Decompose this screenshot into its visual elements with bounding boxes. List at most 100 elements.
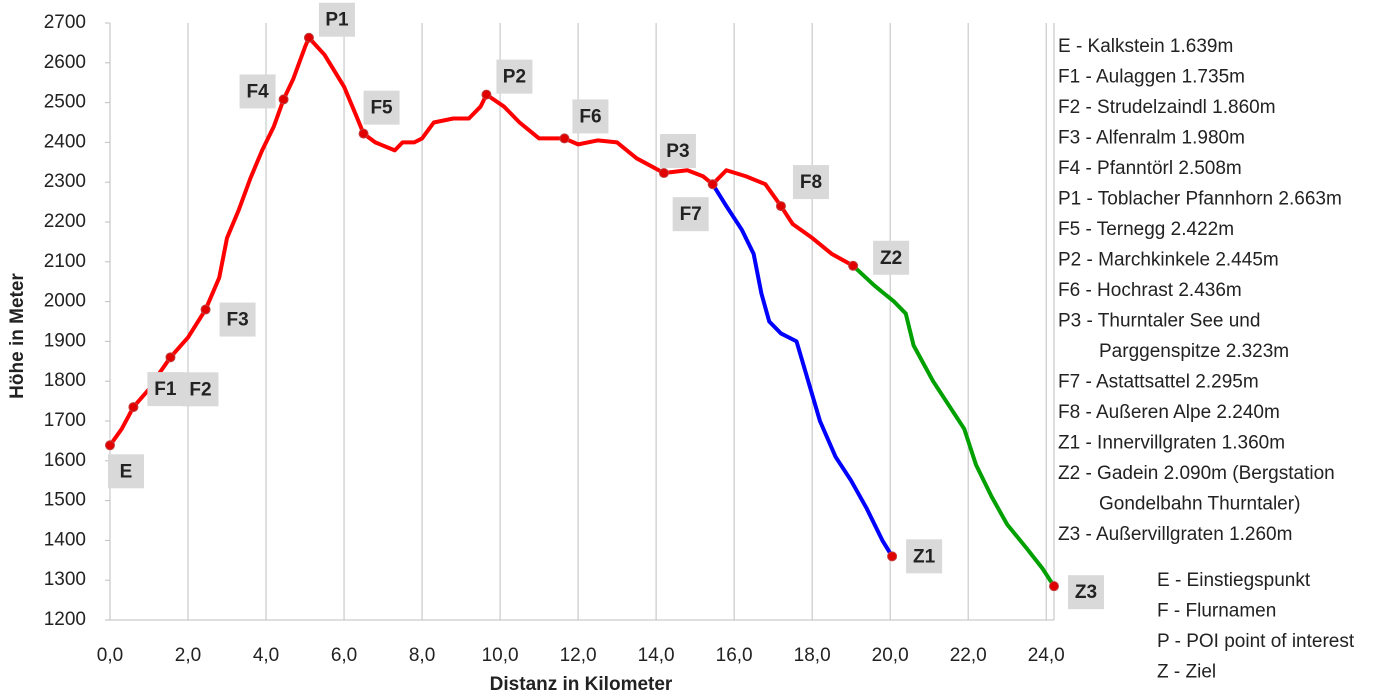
waypoint-label: Z1 bbox=[913, 546, 936, 567]
waypoint-label-bg bbox=[659, 134, 696, 169]
waypoint-label-bg bbox=[363, 90, 400, 125]
key-entry: E - Einstiegspunkt bbox=[1157, 570, 1311, 591]
waypoint-marker bbox=[848, 260, 859, 271]
y-axis-title: Höhe in Meter bbox=[7, 273, 28, 399]
x-tick-label: 2,0 bbox=[175, 645, 201, 666]
waypoint-marker bbox=[887, 551, 898, 562]
key-entry: Z - Ziel bbox=[1157, 662, 1216, 683]
waypoint-marker bbox=[128, 402, 139, 413]
point-legend-entry: F4 - Pfanntörl 2.508m bbox=[1058, 158, 1242, 179]
point-legend-entry: F7 - Astattsattel 2.295m bbox=[1058, 372, 1259, 393]
waypoint-marker bbox=[775, 201, 786, 212]
y-tick-label: 2500 bbox=[44, 92, 86, 113]
waypoint-label-bg bbox=[147, 372, 184, 407]
waypoint-marker bbox=[105, 440, 115, 451]
waypoint-label: F1 bbox=[154, 379, 177, 400]
waypoint-label-bg bbox=[572, 99, 609, 134]
y-tick-label: 2600 bbox=[44, 52, 86, 73]
waypoint-label: Z3 bbox=[1075, 582, 1097, 603]
waypoint-label-bg bbox=[792, 165, 829, 200]
y-tick-label: 1500 bbox=[44, 490, 86, 511]
route-line bbox=[710, 183, 894, 558]
waypoint-label-bg bbox=[906, 539, 943, 574]
y-tick-label: 1200 bbox=[44, 609, 86, 630]
x-tick-label: 4,0 bbox=[253, 645, 279, 666]
point-legend-entry: Gondelbahn Thurntaler) bbox=[1099, 494, 1300, 515]
waypoint-marker bbox=[200, 304, 211, 315]
key-entry: F - Flurnamen bbox=[1157, 601, 1276, 622]
waypoint-label: P2 bbox=[503, 67, 526, 88]
key-entry: P - POI point of interest bbox=[1157, 631, 1355, 652]
waypoint-marker bbox=[165, 352, 176, 363]
waypoint-label: Z2 bbox=[880, 248, 902, 269]
point-legend-entry: P2 - Marchkinkele 2.445m bbox=[1058, 250, 1279, 271]
x-tick-label: 22,0 bbox=[950, 645, 987, 666]
point-legend-entry: Parggenspitze 2.323m bbox=[1099, 341, 1289, 362]
waypoint-marker bbox=[658, 168, 669, 179]
waypoint-marker bbox=[303, 32, 314, 43]
waypoint-label: F3 bbox=[226, 310, 248, 331]
x-tick-label: 0,0 bbox=[97, 645, 123, 666]
point-legend-entry: F2 - Strudelzaindl 1.860m bbox=[1058, 97, 1276, 118]
point-legend-entry: P1 - Toblacher Pfannhorn 2.663m bbox=[1058, 189, 1342, 210]
y-tick-label: 1600 bbox=[44, 450, 86, 471]
waypoint-marker bbox=[481, 89, 492, 100]
point-legend-entry: F3 - Alfenralm 1.980m bbox=[1058, 128, 1245, 149]
point-legend-entry: Z3 - Außervillgraten 1.260m bbox=[1058, 524, 1292, 545]
point-legend-entry: E - Kalkstein 1.639m bbox=[1058, 36, 1233, 57]
waypoint-label: F2 bbox=[189, 379, 211, 400]
waypoint-label: F8 bbox=[800, 172, 822, 193]
y-tick-label: 1900 bbox=[44, 330, 86, 351]
y-tick-label: 2700 bbox=[44, 12, 86, 33]
point-legend-entry: F8 - Außeren Alpe 2.240m bbox=[1058, 402, 1280, 423]
waypoint-label-bg bbox=[873, 240, 910, 275]
waypoint-label-bg bbox=[219, 302, 256, 337]
waypoint-marker bbox=[559, 133, 570, 144]
y-tick-label: 2000 bbox=[44, 291, 86, 312]
waypoint-label-bg bbox=[239, 74, 276, 109]
y-tick-label: 1700 bbox=[44, 410, 86, 431]
y-tick-label: 2200 bbox=[44, 211, 86, 232]
waypoint-label: F4 bbox=[246, 81, 269, 102]
y-tick-label: 2400 bbox=[44, 131, 86, 152]
route-line bbox=[108, 35, 855, 447]
point-legend-entry: Z1 - Innervillgraten 1.360m bbox=[1058, 433, 1285, 454]
waypoint-label: P3 bbox=[666, 141, 689, 162]
x-tick-label: 14,0 bbox=[638, 645, 675, 666]
point-legend-entry: P3 - Thurntaler See und bbox=[1058, 311, 1260, 332]
x-tick-label: 20,0 bbox=[872, 645, 909, 666]
waypoint-label: P1 bbox=[325, 10, 349, 31]
y-tick-label: 1400 bbox=[44, 529, 86, 550]
waypoint-marker bbox=[707, 179, 718, 190]
waypoint-marker bbox=[358, 128, 369, 139]
waypoint-label-bg bbox=[108, 454, 144, 489]
x-tick-label: 6,0 bbox=[331, 645, 357, 666]
x-tick-label: 24,0 bbox=[1028, 645, 1065, 666]
waypoint-label-bg bbox=[1068, 575, 1104, 610]
x-tick-label: 12,0 bbox=[560, 645, 597, 666]
x-axis-title: Distanz in Kilometer bbox=[490, 674, 673, 695]
waypoint-label-bg bbox=[318, 2, 355, 37]
waypoint-label-bg bbox=[672, 197, 709, 232]
y-tick-label: 2100 bbox=[44, 251, 86, 272]
x-tick-label: 8,0 bbox=[409, 645, 435, 666]
waypoint-label: E bbox=[120, 461, 133, 482]
route-line bbox=[851, 264, 1056, 588]
point-legend-entry: F6 - Hochrast 2.436m bbox=[1058, 280, 1242, 301]
point-legend-entry: F1 - Aulaggen 1.735m bbox=[1058, 67, 1245, 88]
waypoint-label: F6 bbox=[579, 106, 601, 127]
waypoint-marker bbox=[1049, 581, 1059, 592]
waypoint-label-bg bbox=[496, 59, 533, 94]
point-legend-entry: F5 - Ternegg 2.422m bbox=[1058, 219, 1234, 240]
waypoint-label: F7 bbox=[680, 204, 702, 225]
waypoint-label-bg bbox=[182, 372, 219, 407]
point-legend-entry: Z2 - Gadein 2.090m (Bergstation bbox=[1058, 463, 1335, 484]
x-tick-label: 10,0 bbox=[482, 645, 519, 666]
x-tick-label: 18,0 bbox=[794, 645, 831, 666]
waypoint-label: F5 bbox=[370, 98, 393, 119]
y-tick-label: 1300 bbox=[44, 569, 86, 590]
waypoint-marker bbox=[278, 94, 289, 105]
y-tick-label: 2300 bbox=[44, 171, 86, 192]
y-tick-label: 1800 bbox=[44, 370, 86, 391]
